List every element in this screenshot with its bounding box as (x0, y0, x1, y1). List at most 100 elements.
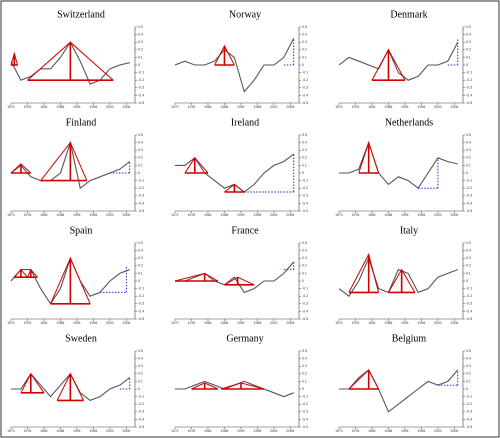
x-tick-label: 1976 (24, 213, 32, 217)
y-tick-label: 0.4 (302, 249, 307, 253)
x-tick-label: 1991 (237, 429, 245, 433)
y-tick-label: -0.4 (138, 201, 144, 205)
y-tick-label: 0 (138, 171, 140, 175)
y-tick-label: -0.1 (302, 71, 308, 75)
y-tick-label: -0.4 (302, 417, 308, 421)
peak-sides (13, 268, 28, 278)
y-tick-label: -0.4 (302, 309, 308, 313)
y-tick-label: 0 (138, 63, 140, 67)
y-tick-label: 0.4 (138, 141, 143, 145)
y-tick-label: 0.3 (138, 148, 143, 152)
y-tick-label: -0.1 (302, 287, 308, 291)
x-tick-label: 1986 (221, 105, 229, 109)
x-tick-label: 1981 (204, 321, 212, 325)
peak-sides (348, 369, 380, 390)
y-tick-label: -0.5 (302, 317, 308, 321)
y-tick-label: 0.4 (302, 357, 307, 361)
y-tick-label: 0.5 (466, 349, 471, 353)
y-tick-label: 0.2 (138, 372, 143, 376)
y-tick-label: 0.1 (302, 379, 307, 383)
x-tick-label: 1996 (254, 321, 262, 325)
x-tick-label: 2001 (106, 321, 114, 325)
peak-sides (27, 41, 114, 81)
y-tick-label: -0.4 (466, 417, 472, 421)
y-tick-label: 0 (302, 279, 304, 283)
y-tick-label: -0.3 (302, 86, 308, 90)
y-tick-label: -0.1 (466, 179, 472, 183)
chart-title: Switzerland (57, 9, 105, 20)
y-tick-label: -0.3 (466, 302, 472, 306)
y-tick-label: 0.2 (302, 264, 307, 268)
x-tick-label: 1981 (204, 213, 212, 217)
y-tick-label: 0.4 (466, 357, 471, 361)
peak-sides (184, 156, 209, 174)
x-tick-label: 1986 (221, 429, 229, 433)
peak-sides (224, 276, 255, 286)
y-tick-label: -0.1 (466, 71, 472, 75)
x-tick-label: 1986 (385, 213, 393, 217)
x-tick-label: 2001 (106, 105, 114, 109)
y-tick-label: -0.2 (302, 78, 308, 82)
y-tick-label: -0.1 (138, 395, 144, 399)
y-tick-label: -0.4 (302, 93, 308, 97)
x-tick-label: 1981 (40, 213, 48, 217)
chart-title: Ireland (231, 117, 259, 128)
y-tick-label: 0.2 (138, 156, 143, 160)
y-tick-label: -0.2 (466, 78, 472, 82)
peak-sides (174, 272, 219, 282)
x-tick-label: 1996 (90, 105, 98, 109)
y-tick-label: 0.4 (466, 33, 471, 37)
x-tick-label: 2006 (451, 213, 459, 217)
x-tick-label: 1986 (57, 321, 65, 325)
y-tick-label: 0.3 (466, 40, 471, 44)
y-tick-label: 0.2 (466, 264, 471, 268)
y-tick-label: 0.5 (138, 133, 143, 137)
peak-sides (358, 140, 380, 174)
x-tick-label: 1981 (368, 105, 376, 109)
peak-sides (214, 44, 235, 66)
y-tick-label: 0.1 (466, 55, 471, 59)
chart-title: Norway (229, 9, 261, 20)
x-tick-label: 2006 (123, 213, 131, 217)
y-tick-label: 0.5 (138, 241, 143, 245)
y-tick-label: 0 (138, 279, 140, 283)
y-tick-label: -0.2 (302, 402, 308, 406)
x-tick-label: 1991 (73, 429, 81, 433)
chart-title: France (231, 225, 259, 236)
x-tick-label: 2001 (106, 213, 114, 217)
x-tick-label: 1971 (335, 105, 343, 109)
x-tick-label: 1986 (57, 213, 65, 217)
y-tick-label: -0.5 (138, 425, 144, 429)
x-tick-label: 2006 (287, 213, 295, 217)
chart-title: Finland (66, 117, 97, 128)
y-tick-label: -0.4 (466, 309, 472, 313)
y-tick-label: 0.5 (138, 349, 143, 353)
y-tick-label: 0.2 (138, 48, 143, 52)
y-tick-label: -0.4 (138, 309, 144, 313)
peak-sides (191, 382, 219, 390)
x-tick-label: 1971 (7, 321, 15, 325)
y-tick-label: -0.3 (466, 410, 472, 414)
y-tick-label: -0.5 (302, 209, 308, 213)
y-tick-label: -0.5 (466, 101, 472, 105)
y-tick-label: -0.3 (138, 410, 144, 414)
peak-sides (10, 163, 32, 174)
peak-sides (348, 253, 380, 293)
y-tick-label: -0.5 (138, 101, 144, 105)
x-tick-label: 1986 (57, 105, 65, 109)
y-tick-label: 0.2 (302, 372, 307, 376)
x-tick-label: 2006 (287, 429, 295, 433)
y-tick-label: 0.5 (302, 25, 307, 29)
x-tick-label: 1976 (188, 213, 196, 217)
x-tick-label: 1991 (237, 213, 245, 217)
y-tick-label: 0.3 (302, 256, 307, 260)
x-tick-label: 2006 (287, 321, 295, 325)
x-tick-label: 1981 (368, 321, 376, 325)
y-tick-label: -0.4 (302, 201, 308, 205)
x-tick-label: 2001 (270, 105, 278, 109)
y-tick-label: -0.2 (302, 186, 308, 190)
y-tick-label: 0.1 (466, 271, 471, 275)
y-tick-label: -0.3 (466, 86, 472, 90)
y-tick-label: -0.2 (138, 186, 144, 190)
y-tick-label: 0 (138, 387, 140, 391)
